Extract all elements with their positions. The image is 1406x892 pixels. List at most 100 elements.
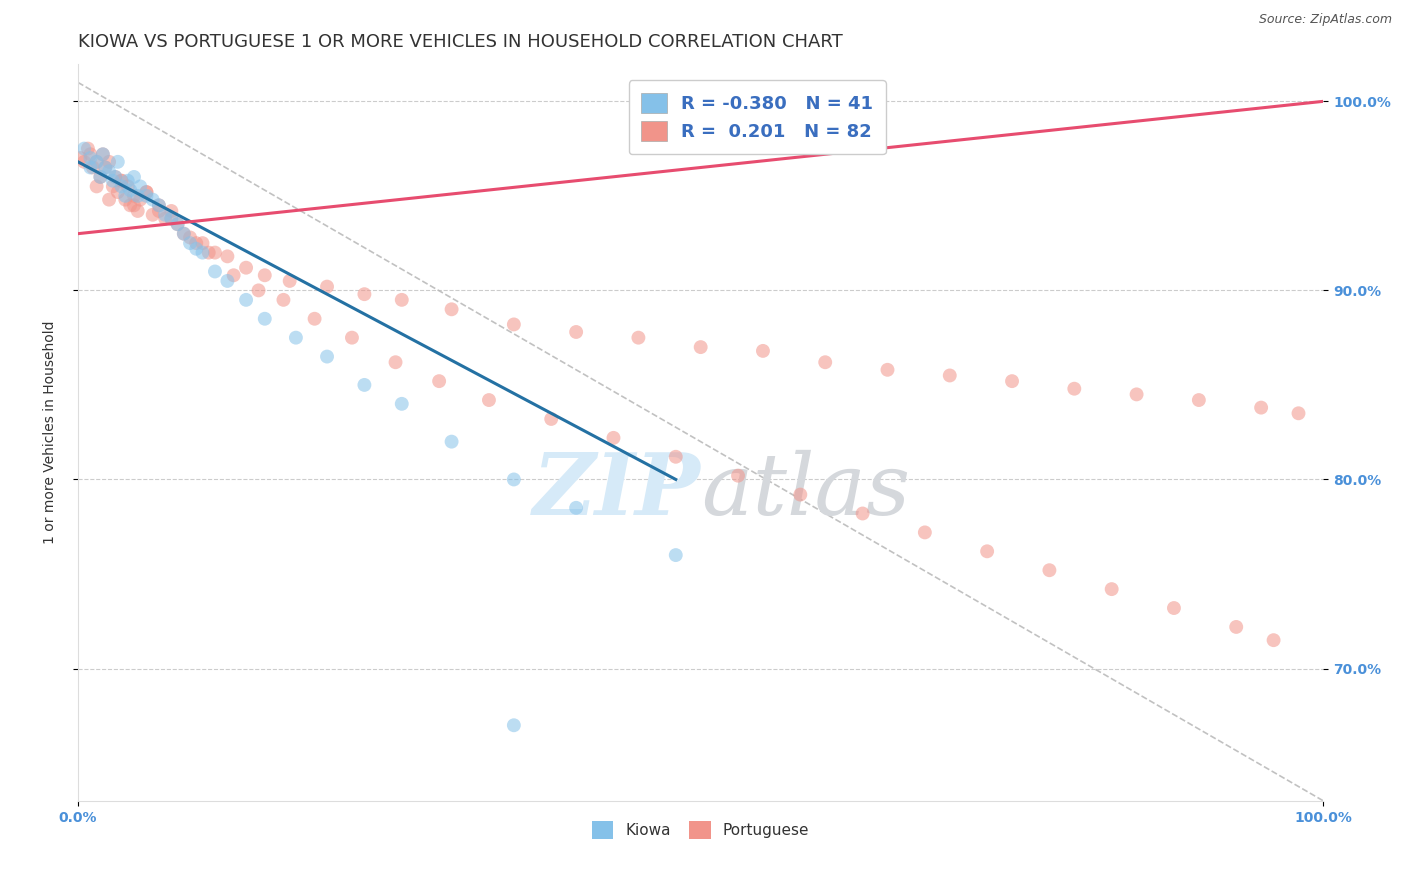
Point bbox=[79, 147, 101, 161]
Point bbox=[939, 368, 962, 383]
Point bbox=[602, 431, 624, 445]
Point bbox=[98, 154, 121, 169]
Point bbox=[253, 311, 276, 326]
Point bbox=[278, 274, 301, 288]
Point bbox=[565, 325, 588, 339]
Point bbox=[304, 311, 326, 326]
Point bbox=[179, 236, 201, 251]
Point bbox=[1263, 633, 1285, 648]
Point bbox=[1063, 382, 1085, 396]
Point bbox=[204, 245, 226, 260]
Point bbox=[153, 208, 176, 222]
Point bbox=[127, 204, 149, 219]
Point bbox=[1225, 620, 1247, 634]
Point bbox=[86, 179, 108, 194]
Point bbox=[117, 174, 139, 188]
Text: Source: ZipAtlas.com: Source: ZipAtlas.com bbox=[1258, 13, 1392, 27]
Point bbox=[391, 397, 413, 411]
Point bbox=[502, 718, 524, 732]
Point bbox=[852, 507, 875, 521]
Point bbox=[104, 169, 127, 184]
Point bbox=[94, 161, 117, 175]
Point bbox=[135, 185, 157, 199]
Point bbox=[142, 208, 165, 222]
Point bbox=[122, 189, 145, 203]
Point bbox=[89, 169, 111, 184]
Point bbox=[540, 412, 562, 426]
Point bbox=[391, 293, 413, 307]
Point bbox=[340, 331, 363, 345]
Y-axis label: 1 or more Vehicles in Household: 1 or more Vehicles in Household bbox=[44, 320, 58, 544]
Point bbox=[79, 151, 101, 165]
Point bbox=[166, 217, 188, 231]
Point bbox=[789, 487, 811, 501]
Point bbox=[79, 161, 101, 175]
Point bbox=[69, 151, 91, 165]
Point bbox=[814, 355, 837, 369]
Point bbox=[1188, 392, 1211, 407]
Point bbox=[129, 179, 152, 194]
Point bbox=[101, 179, 124, 194]
Point bbox=[101, 174, 124, 188]
Point bbox=[191, 236, 214, 251]
Point bbox=[217, 249, 239, 263]
Point bbox=[160, 211, 183, 226]
Point bbox=[122, 198, 145, 212]
Point bbox=[478, 392, 501, 407]
Point bbox=[284, 331, 307, 345]
Point bbox=[186, 236, 208, 251]
Point bbox=[627, 331, 650, 345]
Point bbox=[1250, 401, 1272, 415]
Legend: Kiowa, Portuguese: Kiowa, Portuguese bbox=[586, 815, 815, 845]
Point bbox=[1001, 374, 1024, 388]
Point bbox=[235, 260, 257, 275]
Point bbox=[353, 287, 375, 301]
Point bbox=[142, 193, 165, 207]
Point bbox=[98, 164, 121, 178]
Point bbox=[316, 279, 339, 293]
Point bbox=[440, 302, 463, 317]
Point bbox=[153, 211, 176, 226]
Point bbox=[91, 147, 114, 161]
Point bbox=[120, 198, 142, 212]
Point bbox=[253, 268, 276, 283]
Point bbox=[94, 161, 117, 175]
Point bbox=[86, 154, 108, 169]
Point bbox=[160, 211, 183, 226]
Point bbox=[107, 185, 129, 199]
Point bbox=[1038, 563, 1060, 577]
Point bbox=[122, 169, 145, 184]
Point bbox=[179, 230, 201, 244]
Point bbox=[82, 161, 104, 175]
Point bbox=[117, 179, 139, 194]
Point bbox=[440, 434, 463, 449]
Point bbox=[353, 378, 375, 392]
Point bbox=[665, 450, 688, 464]
Point bbox=[1288, 406, 1310, 420]
Point bbox=[727, 468, 749, 483]
Point bbox=[77, 142, 100, 156]
Point bbox=[73, 154, 96, 169]
Point bbox=[186, 242, 208, 256]
Point bbox=[110, 174, 132, 188]
Point bbox=[110, 174, 132, 188]
Point bbox=[89, 169, 111, 184]
Point bbox=[166, 217, 188, 231]
Point bbox=[976, 544, 998, 558]
Point bbox=[173, 227, 195, 241]
Point bbox=[689, 340, 711, 354]
Point bbox=[1125, 387, 1147, 401]
Point bbox=[73, 142, 96, 156]
Point bbox=[565, 500, 588, 515]
Point bbox=[876, 363, 898, 377]
Point bbox=[273, 293, 295, 307]
Point bbox=[110, 179, 132, 194]
Point bbox=[752, 343, 775, 358]
Point bbox=[148, 204, 170, 219]
Point bbox=[217, 274, 239, 288]
Point bbox=[98, 193, 121, 207]
Text: atlas: atlas bbox=[700, 450, 910, 533]
Point bbox=[235, 293, 257, 307]
Point bbox=[91, 147, 114, 161]
Point bbox=[914, 525, 936, 540]
